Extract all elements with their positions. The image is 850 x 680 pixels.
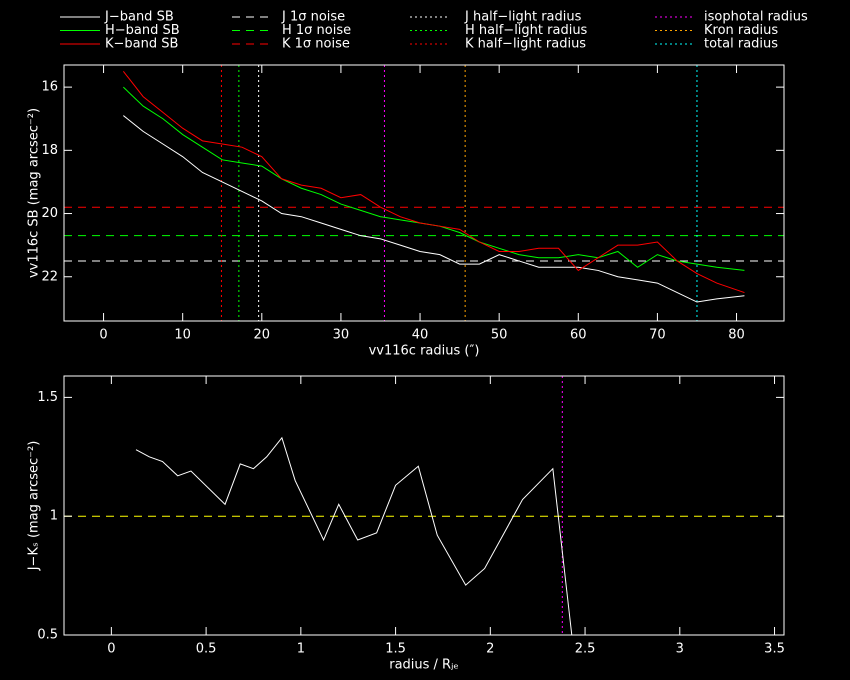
- x-tick-label: 20: [254, 328, 271, 343]
- x-tick-label: 2: [486, 642, 494, 657]
- data-line: [122, 71, 745, 294]
- x-tick-label: 1: [297, 642, 305, 657]
- plot-area: [64, 376, 784, 635]
- legend-label: isophotal radius: [704, 10, 808, 25]
- legend-label: H−band SB: [105, 23, 180, 38]
- x-tick-label: 3: [676, 642, 684, 657]
- legend-label: J 1σ noise: [281, 10, 345, 25]
- legend-label: K half−light radius: [465, 37, 586, 52]
- x-tick-label: 50: [491, 328, 508, 343]
- y-axis-label: vv116c SB (mag arcsec⁻²): [27, 108, 42, 278]
- y-tick-label: 0.5: [37, 628, 58, 643]
- x-tick-label: 0: [107, 642, 115, 657]
- axes-frame: [63, 64, 785, 322]
- legend-label: Kron radius: [704, 23, 778, 38]
- data-line: [123, 115, 745, 303]
- legend-label: H 1σ noise: [282, 23, 351, 38]
- x-tick-label: 2.5: [575, 642, 596, 657]
- x-tick-label: 10: [174, 328, 191, 343]
- x-tick-label: 0: [99, 328, 107, 343]
- axes-frame: [63, 375, 785, 636]
- legend-label: K−band SB: [105, 37, 178, 52]
- legend-label: H half−light radius: [465, 23, 588, 38]
- legend-label: total radius: [704, 37, 778, 52]
- x-tick-label: 80: [728, 328, 745, 343]
- legend-label: J half−light radius: [464, 10, 582, 25]
- legend-label: K 1σ noise: [282, 37, 350, 52]
- x-tick-label: 60: [570, 328, 587, 343]
- x-tick-label: 30: [333, 328, 350, 343]
- y-tick-label: 20: [41, 206, 58, 221]
- x-tick-label: 70: [649, 328, 666, 343]
- y-tick-label: 18: [41, 143, 58, 158]
- legend-label: J−band SB: [104, 10, 174, 25]
- plot-area: [64, 65, 784, 321]
- x-tick-label: 3.5: [764, 642, 785, 657]
- x-tick-label: 1.5: [385, 642, 406, 657]
- x-tick-label: 0.5: [196, 642, 217, 657]
- data-line: [135, 436, 573, 635]
- y-tick-label: 22: [41, 269, 58, 284]
- y-axis-label: J−Kₛ (mag arcsec⁻²): [27, 441, 42, 572]
- y-tick-label: 16: [41, 80, 58, 95]
- x-axis-label: radius / Rⱼₑ: [389, 658, 459, 673]
- y-tick-label: 1: [50, 509, 58, 524]
- y-tick-label: 1.5: [37, 390, 58, 405]
- x-tick-label: 40: [412, 328, 429, 343]
- x-axis-label: vv116c radius (″): [369, 344, 480, 359]
